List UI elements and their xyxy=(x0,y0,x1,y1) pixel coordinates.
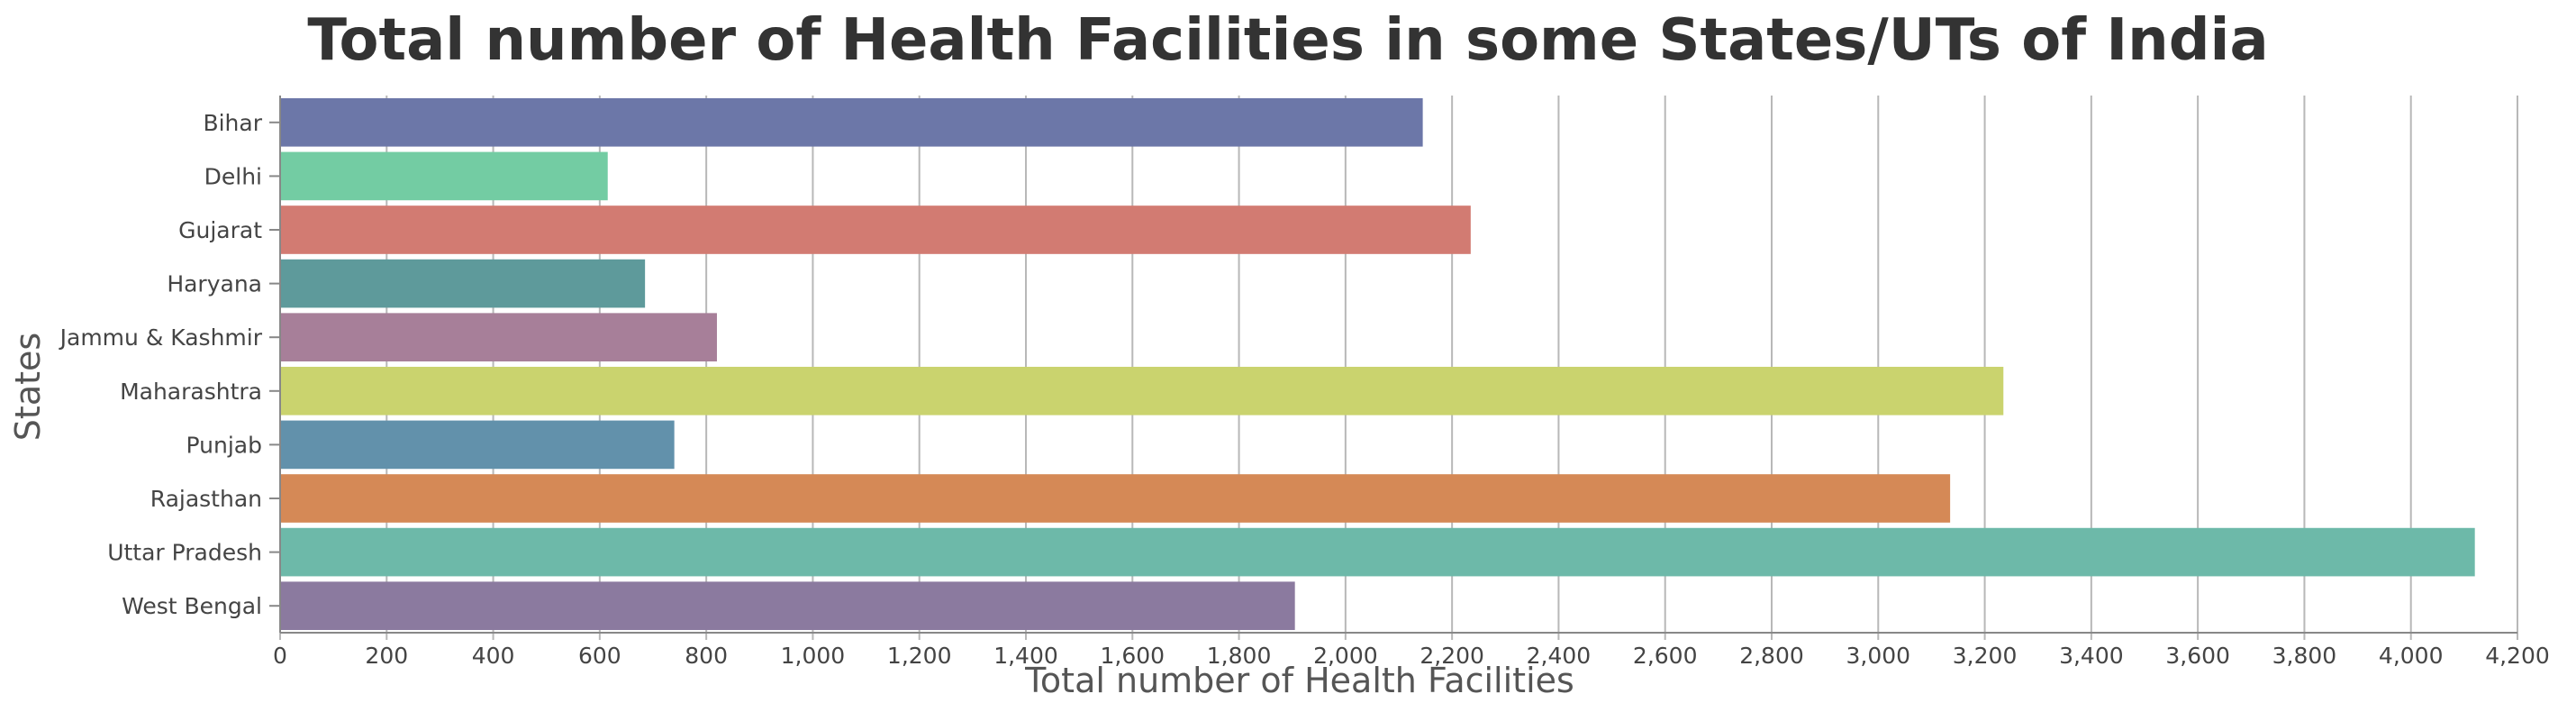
x-tick-label: 800 xyxy=(685,643,728,669)
x-tick-label: 1,400 xyxy=(993,643,1058,669)
x-tick-label: 3,200 xyxy=(1953,643,2018,669)
x-tick-label: 2,200 xyxy=(1420,643,1484,669)
y-axis-title: States xyxy=(8,333,48,441)
x-tick-label: 600 xyxy=(578,643,621,669)
x-axis-title: Total number of Health Facilities xyxy=(1024,661,1574,700)
bar xyxy=(280,151,608,201)
x-tick-label: 1,000 xyxy=(781,643,846,669)
y-tick-label: Uttar Pradesh xyxy=(107,540,262,566)
x-tick-label: 3,600 xyxy=(2165,643,2230,669)
y-tick-label: Bihar xyxy=(203,110,262,136)
bar xyxy=(280,205,1471,254)
x-tick-label: 4,200 xyxy=(2485,643,2550,669)
x-tick-label: 2,000 xyxy=(1313,643,1378,669)
x-tick-label: 2,600 xyxy=(1633,643,1698,669)
x-tick-label: 3,000 xyxy=(1846,643,1910,669)
chart-title: Total number of Health Facilities in som… xyxy=(307,7,2269,74)
bar xyxy=(280,420,675,470)
axes xyxy=(269,96,2517,634)
bar xyxy=(280,259,646,308)
y-tick-label: Maharashtra xyxy=(120,379,262,405)
bar xyxy=(280,97,1423,147)
x-tick-label: 1,200 xyxy=(887,643,952,669)
y-tick-label: West Bengal xyxy=(122,593,262,619)
x-tick-label: 400 xyxy=(472,643,515,669)
bar xyxy=(280,474,1951,523)
y-tick-label: Delhi xyxy=(204,163,262,189)
x-tick-label: 2,400 xyxy=(1527,643,1592,669)
x-tick-label: 0 xyxy=(273,643,287,669)
tick-labels: 0 200 400 600 800 1,000 1,200 1,400 1,600 1,800 2,… xyxy=(59,110,2550,669)
bar xyxy=(280,313,717,362)
bar xyxy=(280,527,2475,577)
x-tick-label: 200 xyxy=(365,643,408,669)
y-tick-label: Jammu & Kashmir xyxy=(59,324,263,351)
x-tick-label: 1,800 xyxy=(1207,643,1272,669)
x-tick-label: 1,600 xyxy=(1100,643,1165,669)
y-tick-label: Gujarat xyxy=(178,217,262,243)
x-tick-label: 4,000 xyxy=(2379,643,2444,669)
x-tick-label: 3,800 xyxy=(2272,643,2337,669)
bar xyxy=(280,366,2004,415)
x-tick-label: 2,800 xyxy=(1739,643,1804,669)
bars xyxy=(280,97,2475,631)
x-tick-label: 3,400 xyxy=(2059,643,2124,669)
y-tick-label: Haryana xyxy=(167,271,262,297)
y-tick-label: Punjab xyxy=(186,432,262,458)
bar xyxy=(280,581,1295,631)
y-tick-label: Rajasthan xyxy=(150,486,262,512)
